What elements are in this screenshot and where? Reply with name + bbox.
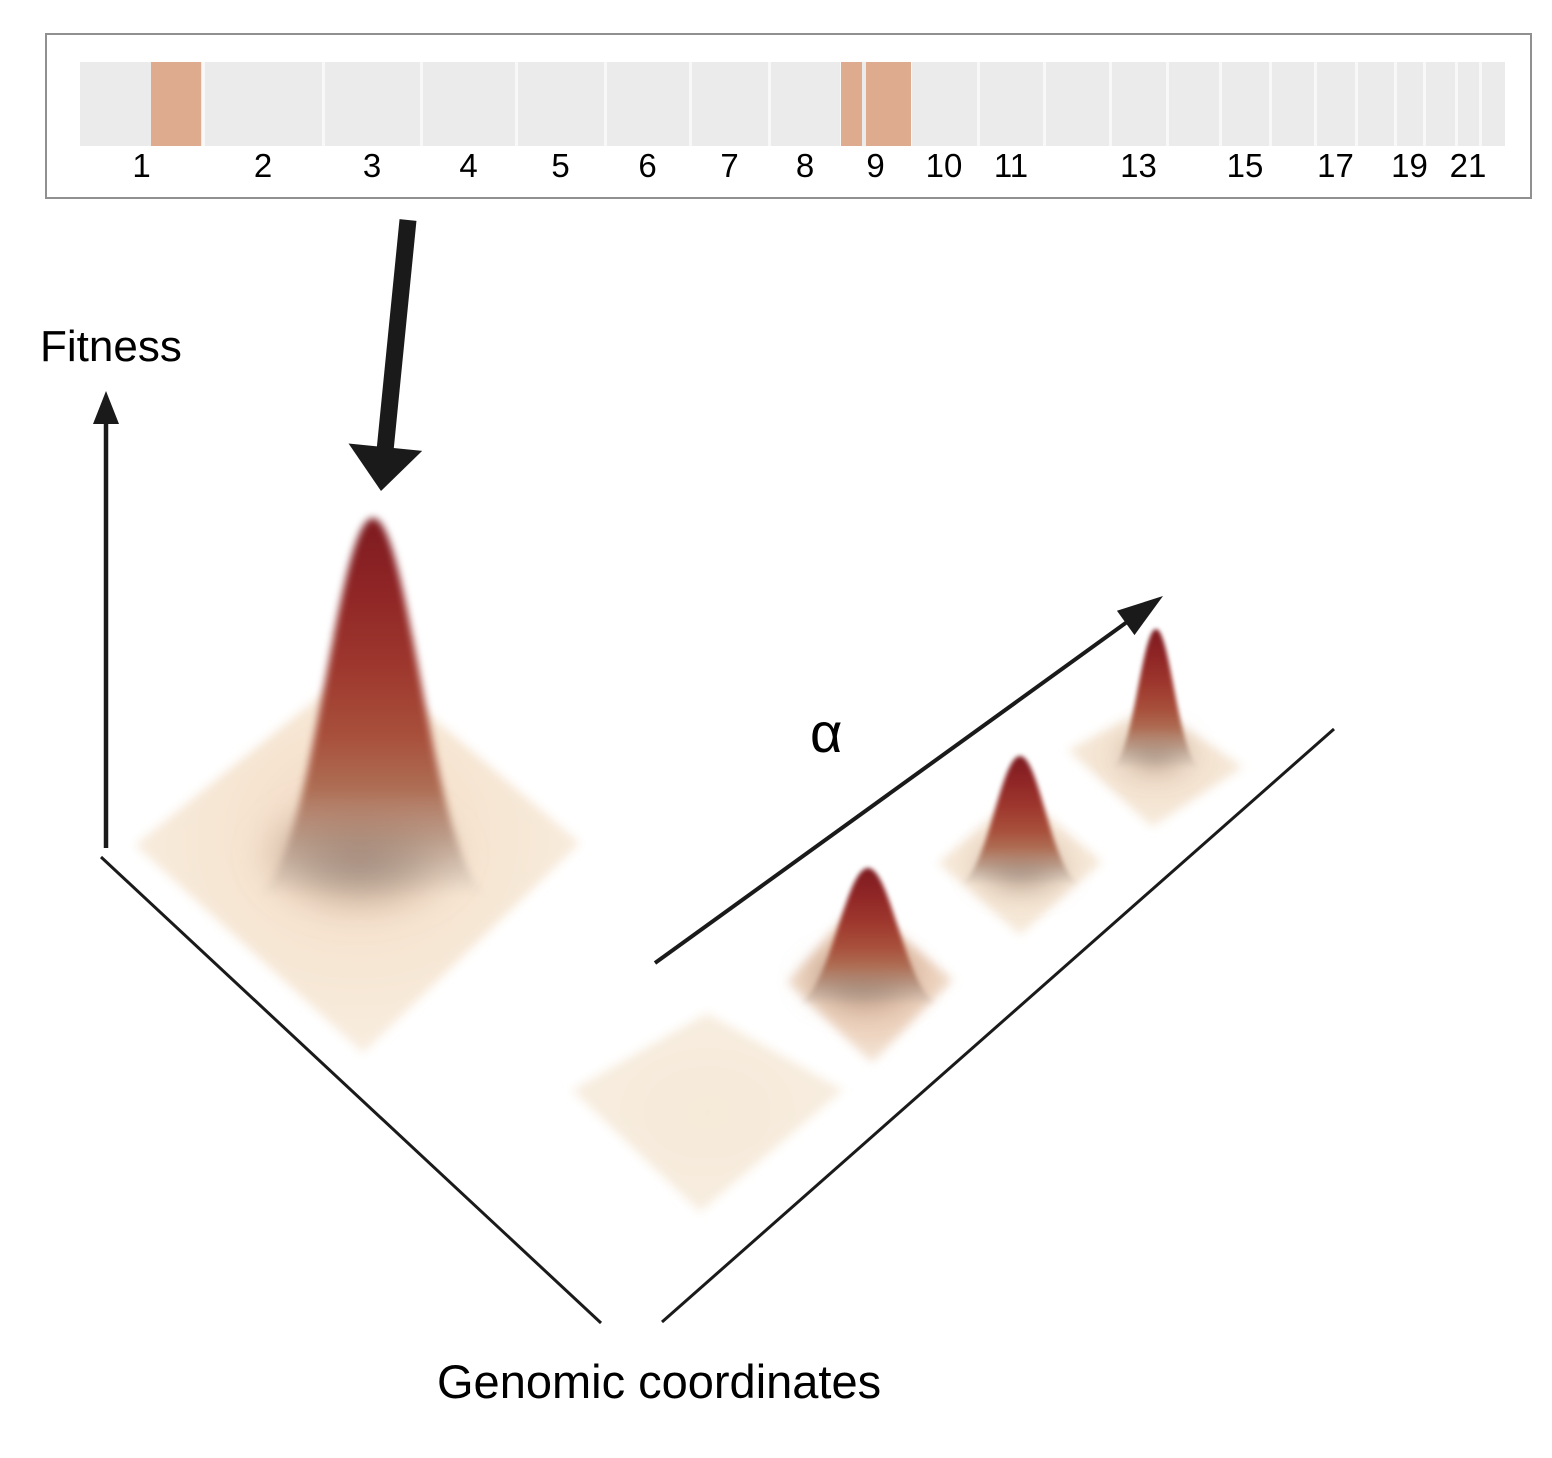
landscape-surfaces (135, 518, 1243, 1212)
small-peak-2 (957, 756, 1083, 885)
small-peak-1 (794, 868, 942, 1005)
chromosome-label-7: 7 (720, 147, 739, 184)
chromosome-divider (1478, 62, 1482, 146)
chromosome-divider (1354, 62, 1358, 146)
amplified-region-highlight (151, 62, 201, 146)
chromosome-divider (1393, 62, 1397, 146)
chromosome-divider (1042, 62, 1046, 146)
chromosome-label-13: 13 (1120, 147, 1157, 184)
fitness-tile-empty (572, 1013, 843, 1212)
chromosome-label-1: 1 (132, 147, 151, 184)
chromosome-divider (1268, 62, 1272, 146)
chromosome-divider (1422, 62, 1426, 146)
amplified-region-highlight (866, 62, 911, 146)
main-peak (255, 518, 491, 895)
chromosome-divider (603, 62, 607, 146)
chromosome-label-8: 8 (795, 147, 815, 184)
chromosome-label-6: 6 (638, 147, 657, 184)
genomic-region-arrow-head (348, 443, 423, 491)
chromosome-divider (767, 62, 771, 146)
alpha-axis-arrow-head (1116, 596, 1163, 636)
chromosome-label-5: 5 (551, 147, 570, 184)
alpha-axis-arrow-shaft (653, 609, 1144, 965)
chromosome-ideogram-panel: 1 2 3 4 5 6 7 8 9 10 11 13 15 17 19 21 (45, 33, 1532, 199)
genomic-axis-label: Genomic coordinates (437, 1355, 882, 1408)
chromosome-divider (321, 62, 325, 146)
chromosome-divider (1454, 62, 1458, 146)
chromosome-label-15: 15 (1226, 147, 1264, 184)
amplified-region-highlight (841, 62, 862, 146)
chromosome-label-19: 19 (1391, 147, 1428, 184)
fitness-axis-label: Fitness (40, 322, 182, 371)
chromosome-label-10: 10 (925, 147, 963, 184)
fitness-axis-arrow-head (93, 391, 119, 424)
small-peak-3 (1111, 629, 1201, 768)
chromosome-divider (1218, 62, 1222, 146)
chromosome-divider (201, 62, 205, 146)
chromosome-label-2: 2 (253, 147, 273, 184)
chromosome-label-21: 21 (1449, 147, 1487, 184)
chromosome-divider (688, 62, 692, 146)
chromosome-label-3: 3 (362, 147, 382, 184)
chromosome-labels: 1 2 3 4 5 6 7 8 9 10 11 13 15 17 19 21 (80, 147, 1505, 189)
annotation-arrows (93, 219, 1335, 1325)
chromosome-divider (976, 62, 980, 146)
genomic-region-arrow-shaft (374, 219, 417, 468)
chromosome-divider (1313, 62, 1317, 146)
chromosome-label-11: 11 (993, 147, 1029, 184)
chromosome-divider (1108, 62, 1112, 146)
chromosome-divider (419, 62, 423, 146)
chromosome-divider (514, 62, 518, 146)
chromosome-label-17: 17 (1317, 147, 1354, 184)
chromosome-label-9: 9 (866, 147, 885, 184)
chromosome-label-4: 4 (459, 147, 478, 184)
chromosome-band (80, 62, 1505, 146)
genomic-axis-right-line (661, 727, 1335, 1324)
chromosome-divider (1165, 62, 1169, 146)
alpha-label: α (810, 701, 843, 764)
genomic-axis-left-line (99, 855, 603, 1325)
